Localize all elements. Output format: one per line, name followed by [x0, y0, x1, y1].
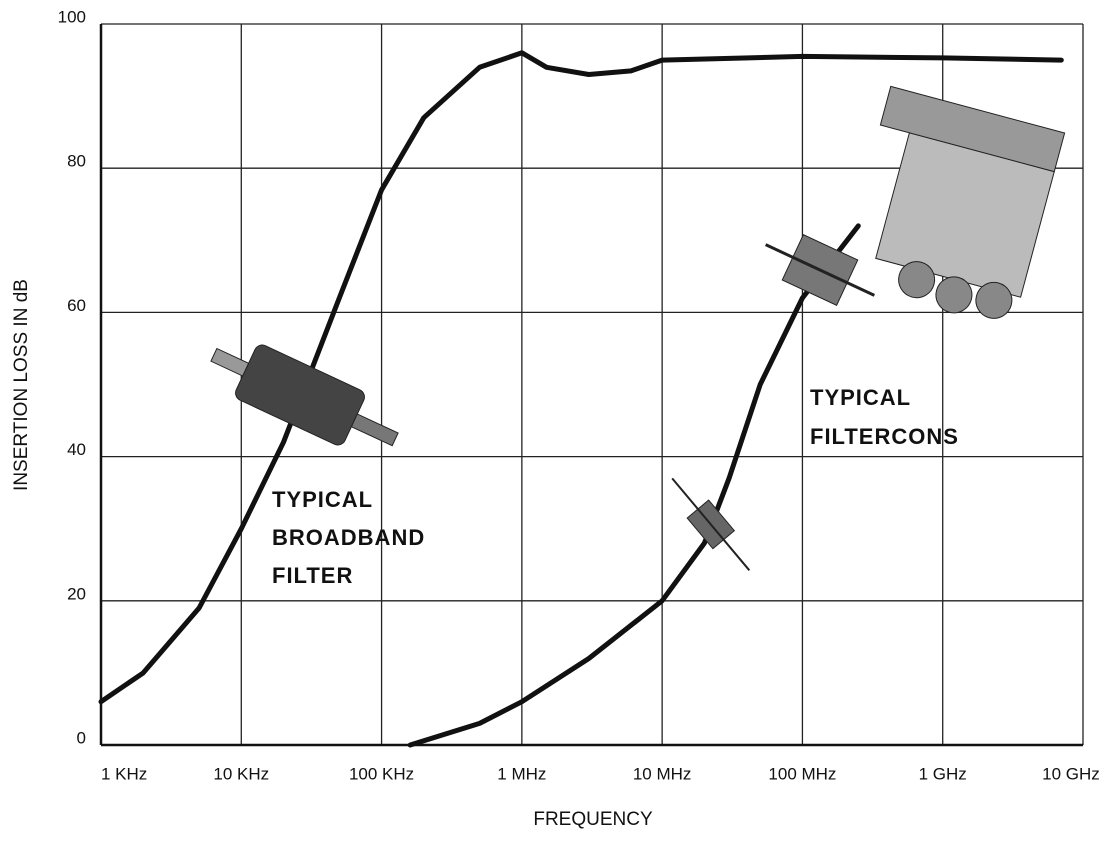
x-tick-label: 100 KHz [349, 764, 414, 783]
x-tick-label: 10 GHz [1042, 764, 1100, 783]
x-tick-label: 10 KHz [213, 764, 269, 783]
y-tick-label: 100 [58, 7, 86, 26]
annotation: TYPICAL [272, 487, 373, 512]
x-tick-label: 1 GHz [919, 764, 967, 783]
annotation: FILTER [272, 563, 353, 588]
annotation: FILTERCONS [810, 424, 959, 449]
y-tick-label: 0 [77, 728, 86, 747]
data-line [98, 50, 1064, 705]
x-tick-label: 1 MHz [497, 764, 546, 783]
y-axis-label: INSERTION LOSS IN dB [11, 279, 32, 491]
x-tick-label: 1 KHz [101, 764, 147, 783]
x-tick-label: 100 MHz [768, 764, 836, 783]
x-axis-label: FREQUENCY [533, 809, 653, 830]
x-tick-label: 10 MHz [633, 764, 692, 783]
annotation: TYPICAL [810, 385, 911, 410]
y-tick-label: 20 [67, 584, 86, 603]
annotation: BROADBAND [272, 525, 425, 550]
y-tick-label: 60 [67, 296, 86, 315]
y-tick-label: 80 [67, 152, 86, 171]
data-line [407, 223, 861, 748]
component-illustrations [210, 85, 1066, 571]
y-tick-label: 40 [67, 440, 86, 459]
